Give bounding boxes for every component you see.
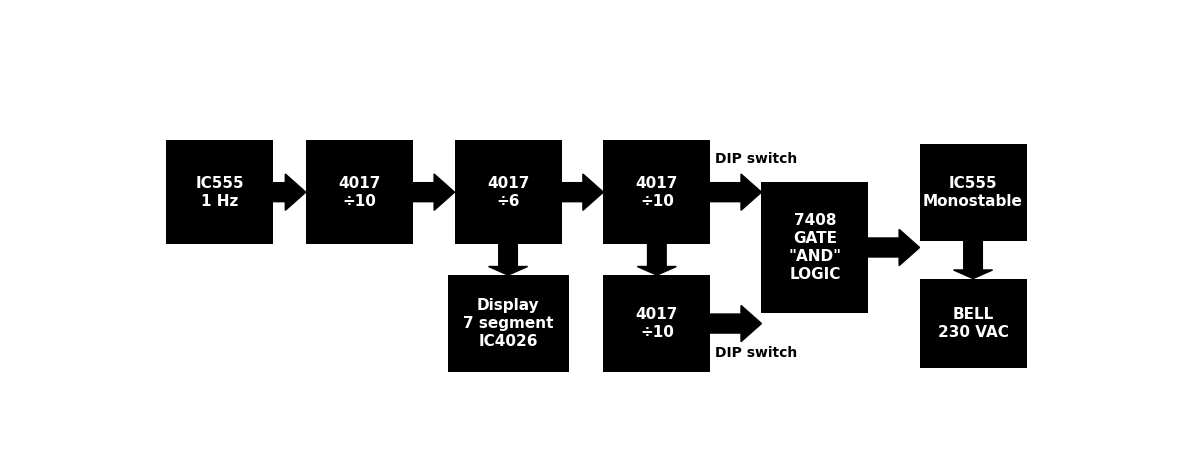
Text: 230 VAC: 230 VAC — [937, 325, 1008, 340]
Text: 4017: 4017 — [636, 307, 678, 322]
FancyBboxPatch shape — [762, 182, 869, 313]
Text: ÷10: ÷10 — [342, 194, 376, 209]
Text: IC4026: IC4026 — [479, 334, 538, 349]
FancyBboxPatch shape — [306, 140, 413, 244]
Text: ÷10: ÷10 — [640, 194, 673, 209]
Text: ÷6: ÷6 — [497, 194, 520, 209]
Polygon shape — [274, 174, 306, 210]
Polygon shape — [488, 244, 528, 275]
FancyBboxPatch shape — [604, 140, 710, 244]
Text: LOGIC: LOGIC — [790, 267, 841, 282]
Text: "AND": "AND" — [788, 249, 841, 264]
Polygon shape — [413, 174, 455, 210]
Text: DIP switch: DIP switch — [715, 346, 797, 360]
Polygon shape — [562, 174, 604, 210]
Text: 1 Hz: 1 Hz — [202, 194, 239, 209]
Text: 4017: 4017 — [338, 176, 380, 191]
FancyBboxPatch shape — [455, 140, 562, 244]
FancyBboxPatch shape — [448, 275, 569, 372]
Polygon shape — [637, 244, 677, 275]
Text: 7 segment: 7 segment — [463, 316, 553, 331]
Polygon shape — [869, 229, 919, 266]
Text: IC555: IC555 — [949, 176, 997, 191]
Polygon shape — [710, 305, 762, 342]
Text: ÷10: ÷10 — [640, 325, 673, 340]
FancyBboxPatch shape — [604, 275, 710, 372]
Text: 4017: 4017 — [636, 176, 678, 191]
Text: 4017: 4017 — [487, 176, 529, 191]
Text: Display: Display — [476, 298, 539, 313]
FancyBboxPatch shape — [919, 278, 1026, 369]
Text: BELL: BELL — [953, 307, 994, 322]
Text: 7408: 7408 — [793, 213, 836, 228]
FancyBboxPatch shape — [167, 140, 274, 244]
Polygon shape — [710, 174, 762, 210]
Text: GATE: GATE — [793, 231, 836, 246]
Text: IC555: IC555 — [196, 176, 244, 191]
Text: DIP switch: DIP switch — [715, 152, 797, 166]
Polygon shape — [954, 241, 992, 278]
Text: Monostable: Monostable — [923, 194, 1022, 209]
FancyBboxPatch shape — [919, 144, 1026, 241]
